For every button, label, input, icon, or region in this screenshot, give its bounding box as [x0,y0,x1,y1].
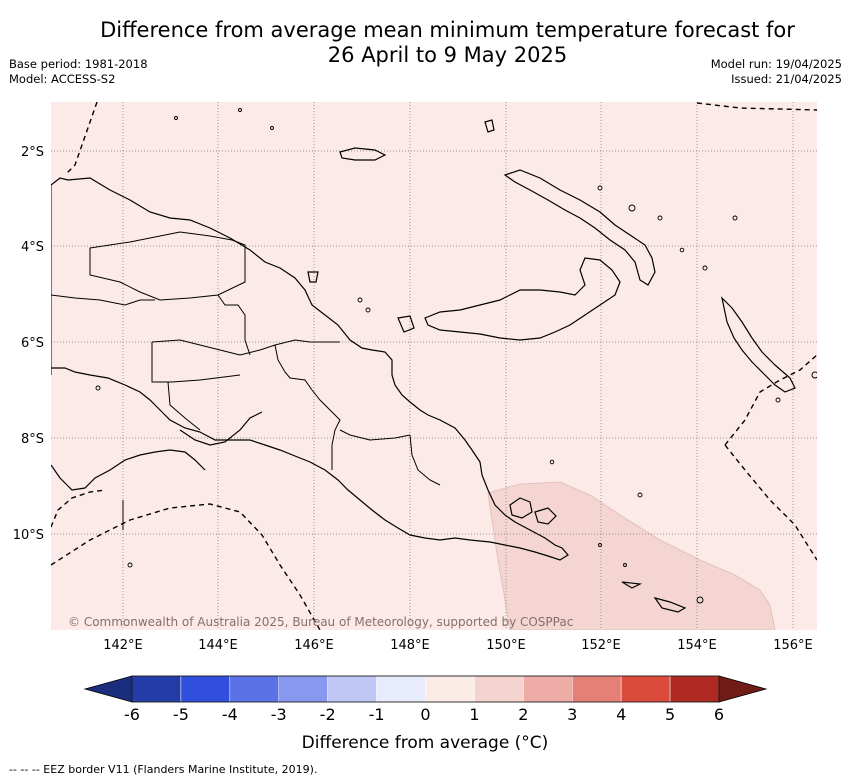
colorbar-segment [572,675,622,703]
bougainville-coast [721,296,796,393]
model-name: Model: ACCESS-S2 [9,72,116,86]
eez-legend: -- -- -- EEZ border V11 (Flanders Marine… [9,763,318,776]
colorbar-tick-label: 5 [664,705,676,724]
colorbar-segment [620,675,671,703]
colorbar-segment [474,675,524,703]
new-ireland-coast [503,169,656,286]
lon-tick-156e: 156°E [773,638,813,653]
new-hanover-coast [484,119,495,133]
title-line-2: 26 April to 9 May 2025 [327,43,568,67]
issued-date: Issued: 21/04/2025 [731,72,842,86]
copyright-credit: © Commonwealth of Australia 2025, Bureau… [68,615,574,629]
colorbar-segment [376,675,426,703]
province-borders [51,185,441,530]
map-title: Difference from average mean minimum tem… [60,18,835,68]
colorbar-extend-high [718,675,768,703]
colorbar-tick-label: 0 [420,705,431,724]
colorbar-tick-label: 6 [713,705,725,724]
colorbar-segment [278,675,328,703]
colorbar-segment [180,675,231,703]
lon-tick-148e: 148°E [390,638,430,653]
tagula-coast [621,581,643,589]
colorbar-frame [131,675,720,703]
colorbar-segment [327,675,377,703]
meta-left: Base period: 1981-2018 Model: ACCESS-S2 [9,57,148,87]
colorbar-tick-label: -4 [221,705,238,724]
colorbar [83,675,768,703]
lon-tick-142e: 142°E [103,638,143,653]
anomaly-region-1-to-2 [487,481,776,630]
colorbar-extend-low [83,675,133,703]
lat-tick-6s: 6°S [21,336,44,351]
colorbar-tick-label: 2 [518,705,529,724]
meta-right: Model run: 19/04/2025 Issued: 21/04/2025 [711,57,842,87]
umboi-coast [397,315,415,333]
lon-tick-144e: 144°E [198,638,238,653]
colorbar-tick-label: -3 [270,705,287,724]
small-islands [95,108,817,604]
lat-tick-8s: 8°S [21,432,44,447]
map-background [51,102,817,630]
colorbar-tick-label: 1 [469,705,480,724]
normanby-coast [534,507,557,525]
lon-tick-labels: 142°E 144°E 146°E 148°E 150°E 152°E 154°… [103,638,813,653]
lon-tick-152e: 152°E [581,638,621,653]
colorbar-tick-label: -6 [124,705,140,724]
lat-tick-2s: 2°S [21,145,44,160]
new-guinea-coast [51,177,569,561]
colorbar-segment [131,675,182,703]
lon-tick-154e: 154°E [677,638,717,653]
title-line-1: Difference from average mean minimum tem… [100,18,795,42]
karkar-coast [307,271,319,283]
colorbar-segment [669,675,720,703]
colorbar-tick-label: -5 [172,705,189,724]
fly-delta-coast [179,411,263,446]
coastlines [51,119,796,613]
new-britain-coast [424,257,621,341]
colorbar-segment [523,675,573,703]
colorbar-tick-label: -2 [319,705,336,724]
manus-coast [339,147,387,161]
colorbar-tick-label: 4 [616,705,627,724]
lat-tick-labels: 2°S 4°S 6°S 8°S 10°S [13,145,44,543]
colorbar-segment [425,675,475,703]
lon-gridlines [122,102,794,630]
fergusson-coast [509,497,533,519]
eez-borders [51,102,817,630]
lat-tick-4s: 4°S [21,240,44,255]
colorbar-label: Difference from average (°C) [301,733,549,753]
colorbar-tick-label: 3 [567,705,578,724]
colorbar-segment [229,675,279,703]
lat-tick-10s: 10°S [13,528,44,543]
lon-tick-150e: 150°E [486,638,526,653]
colorbar-tick-label: -1 [368,705,385,724]
model-run: Model run: 19/04/2025 [710,57,842,71]
rossel-coast [653,596,687,613]
base-period: Base period: 1981-2018 [9,57,148,71]
lon-tick-146e: 146°E [294,638,334,653]
south-coast [51,449,206,491]
